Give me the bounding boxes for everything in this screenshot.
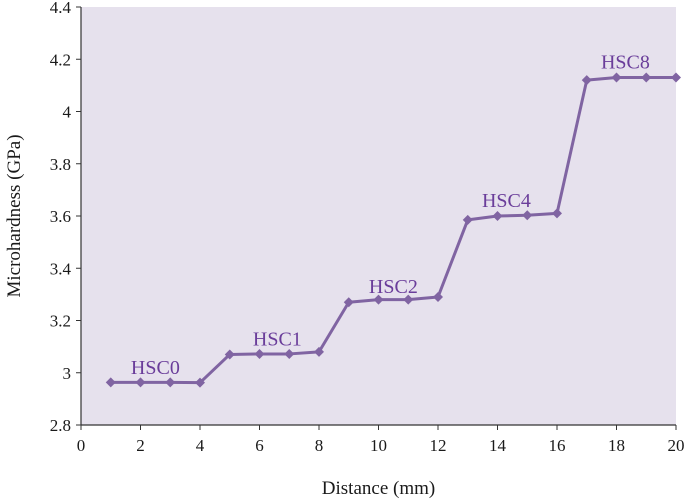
data-point-marker bbox=[611, 72, 622, 83]
y-tick-label: 3 bbox=[63, 364, 72, 383]
series-annotation-label: HSC1 bbox=[253, 328, 302, 350]
x-tick-label: 10 bbox=[370, 436, 387, 455]
data-point-marker bbox=[671, 72, 681, 83]
data-point-marker bbox=[552, 208, 562, 219]
data-point-marker bbox=[492, 211, 503, 221]
series-annotation-label: HSC8 bbox=[601, 51, 650, 73]
data-point-marker bbox=[165, 377, 176, 388]
data-point-marker bbox=[373, 294, 384, 305]
data-point-marker bbox=[135, 377, 146, 388]
data-point-marker bbox=[581, 75, 592, 86]
series-line bbox=[110, 76, 676, 385]
x-tick-label: 0 bbox=[77, 436, 86, 455]
x-tick-label: 4 bbox=[196, 436, 205, 455]
x-tick-label: 16 bbox=[549, 436, 566, 455]
data-point-marker bbox=[462, 214, 473, 225]
annotations: HSC0 HSC1 HSC2 HSC4 HSC8 bbox=[131, 51, 650, 379]
y-tick-label: 2.8 bbox=[50, 416, 71, 435]
y-tick-label: 3.8 bbox=[50, 155, 71, 174]
x-tick-label: 6 bbox=[255, 436, 264, 455]
x-tick-label: 14 bbox=[489, 436, 507, 455]
data-point-marker bbox=[284, 348, 295, 359]
x-tick-label: 2 bbox=[136, 436, 145, 455]
y-tick-label: 4 bbox=[63, 103, 72, 122]
data-point-marker bbox=[641, 72, 652, 83]
data-point-marker bbox=[195, 377, 205, 388]
y-axis-title: Microhardness (GPa) bbox=[4, 134, 25, 297]
y-tick-label: 4.2 bbox=[50, 50, 71, 69]
y-tick-label: 3.4 bbox=[50, 259, 72, 278]
series-annotation-label: HSC2 bbox=[369, 276, 418, 298]
data-point-marker bbox=[343, 297, 354, 308]
x-tick-label: 12 bbox=[430, 436, 447, 455]
data-point-marker bbox=[433, 291, 443, 302]
y-tick-label: 3.6 bbox=[50, 207, 71, 226]
x-tick-label: 18 bbox=[608, 436, 625, 455]
tick-labels: 0 2 4 6 8 10 12 14 16 18 20 2.8 3 3.2 3.4 3.6 3.8 4 4.2 4.4 bbox=[50, 0, 685, 455]
x-axis-title: Distance (mm) bbox=[322, 478, 435, 499]
axes bbox=[76, 6, 677, 430]
data-point-marker bbox=[522, 210, 533, 221]
data-point-marker bbox=[314, 346, 324, 357]
series-annotation-label: HSC4 bbox=[482, 190, 531, 212]
series-layer bbox=[105, 72, 681, 388]
series-annotation-label: HSC0 bbox=[131, 357, 180, 379]
data-point-marker bbox=[403, 294, 414, 305]
y-tick-label: 3.2 bbox=[50, 312, 71, 331]
data-point-marker bbox=[105, 377, 116, 388]
y-tick-label: 4.4 bbox=[50, 0, 72, 17]
data-point-marker bbox=[224, 349, 235, 360]
x-tick-label: 8 bbox=[315, 436, 324, 455]
x-tick-label: 20 bbox=[668, 436, 685, 455]
plot-area bbox=[81, 7, 676, 425]
data-point-marker bbox=[254, 348, 265, 359]
